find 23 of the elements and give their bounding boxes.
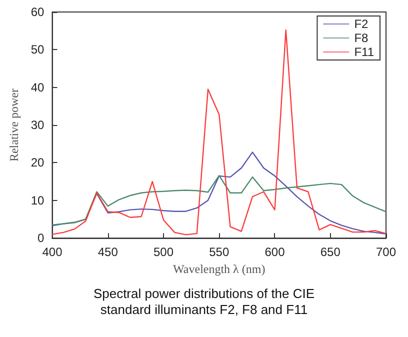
x-tick-label: 650 [320, 245, 341, 260]
x-tick-label: 500 [153, 245, 174, 260]
x-axis-title: Wavelength λ (nm) [173, 262, 266, 276]
y-tick-label: 50 [30, 42, 45, 57]
line-series [52, 29, 387, 236]
line-series [52, 152, 387, 235]
line-series [52, 174, 387, 226]
y-tick-label: 10 [30, 193, 45, 208]
y-tick-label: 60 [30, 5, 45, 19]
x-tick-label: 400 [42, 245, 63, 260]
y-tick-label: 20 [30, 156, 45, 170]
y-tick-label: 30 [30, 118, 45, 132]
y-tick-label: 40 [30, 80, 45, 94]
x-tick-label: 700 [376, 245, 396, 260]
x-tick-label: 600 [264, 245, 286, 260]
legend-label: F2 [354, 17, 369, 31]
text: Spectral power distributions of the CIE standard illuminants F2, F8 and F11 [92, 286, 316, 318]
legend-label: F11 [354, 45, 374, 59]
x-tick-label: 550 [209, 245, 230, 260]
legend-label: F8 [354, 31, 369, 45]
y-axis-title: Relative power [7, 88, 21, 162]
x-tick-label: 450 [98, 245, 118, 260]
y-tick-label: 0 [38, 231, 45, 246]
